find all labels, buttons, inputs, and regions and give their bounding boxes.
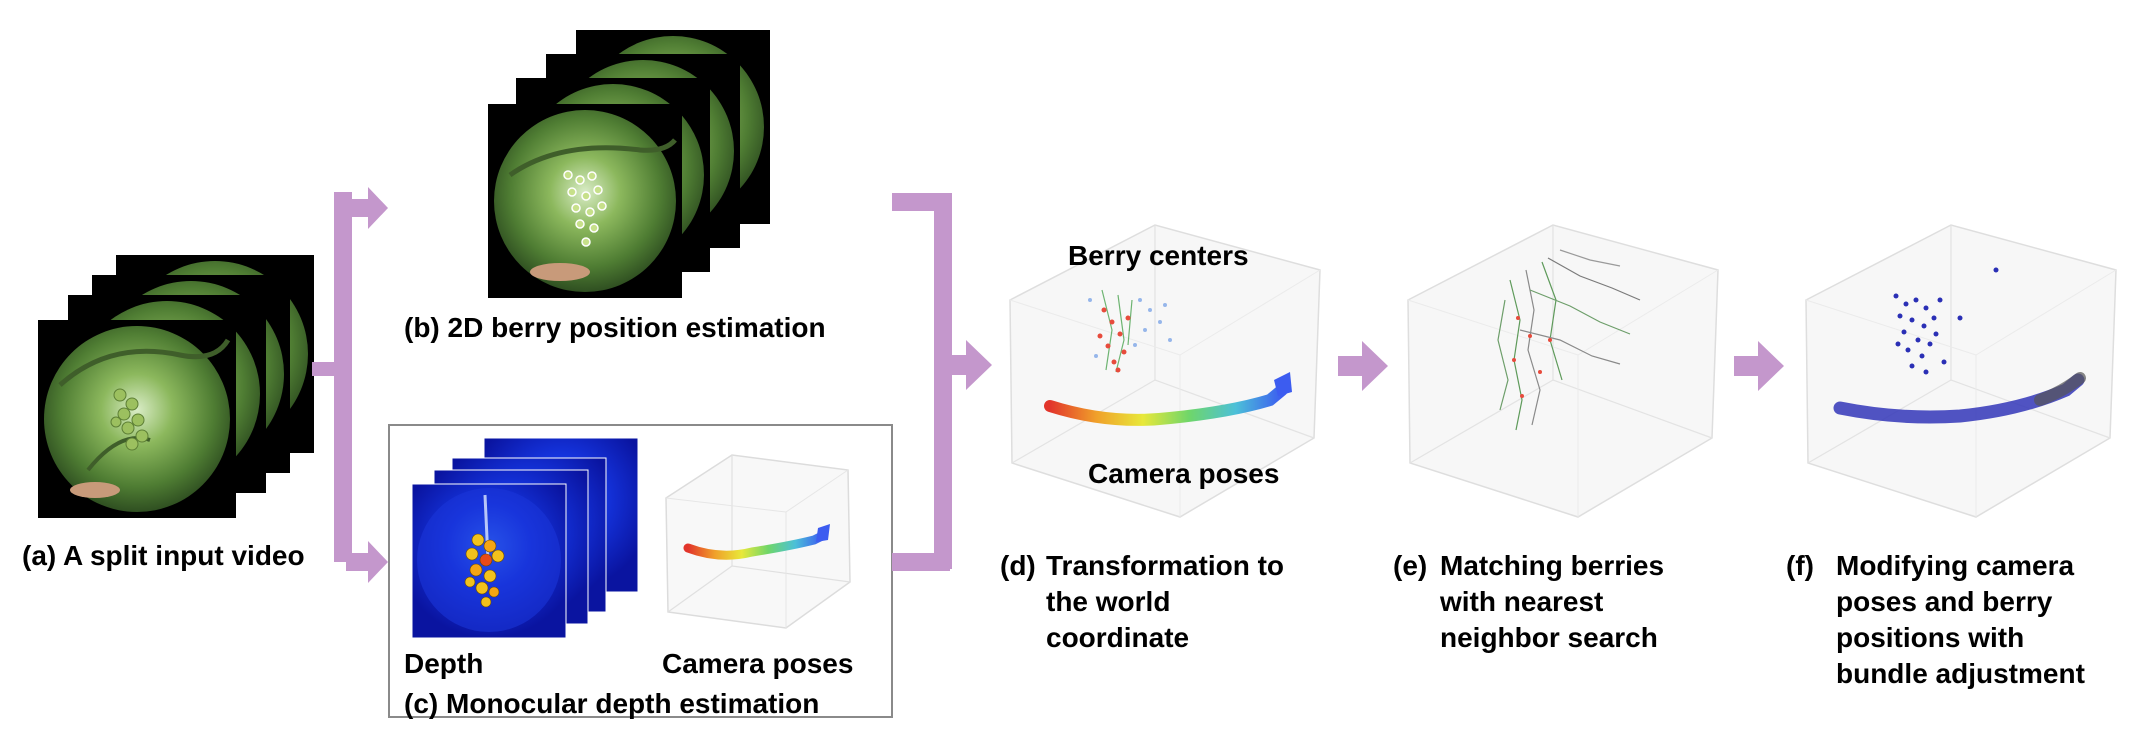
panel-c-tag: (c) <box>404 688 439 719</box>
panel-f-line-4: bundle adjustment <box>1836 658 2085 689</box>
arrow-e-to-f <box>1734 341 1784 391</box>
merge-arrow <box>892 193 992 571</box>
optimized-camera-trajectory <box>1833 372 2086 424</box>
panel-e-line-3: neighbor search <box>1440 622 1658 653</box>
matched-berry-tracks <box>1497 249 1641 431</box>
depth-map-1 <box>411 483 567 639</box>
camera-pose-cube-small <box>665 454 851 629</box>
panel-d-line-1: Transformation to <box>1046 550 1285 581</box>
panel-c-caption: (c) Monocular depth estimation <box>404 686 819 722</box>
panel-b-text: 2D berry position estimation <box>447 312 826 343</box>
panel-f-line-3: positions with <box>1836 622 2025 653</box>
input-video-stack <box>38 255 314 518</box>
panel-e-line-1: Matching berries <box>1440 550 1665 581</box>
bundle-adjustment-plot <box>1805 224 2117 518</box>
optimized-berry-points <box>1893 267 1999 375</box>
panel-d-tag: (d) <box>1000 550 1036 581</box>
panel-c-text: Monocular depth estimation <box>446 688 820 719</box>
panel-b-caption: (b) 2D berry position estimation <box>404 310 826 346</box>
nearest-neighbor-plot <box>1407 224 1719 518</box>
camera-poses-label: Camera poses <box>1088 458 1280 489</box>
berry-centers-points <box>1088 289 1172 373</box>
panel-e-line-2: with nearest <box>1440 586 1604 617</box>
panel-f-line-2: poses and berry <box>1836 586 2053 617</box>
panel-f-tag: (f) <box>1786 550 1814 581</box>
panel-d-line-2: the world <box>1046 586 1171 617</box>
world-coordinate-plot <box>1009 224 1321 518</box>
panel-a-caption: (a) A split input video <box>22 538 305 574</box>
panel-b-tag: (b) <box>404 312 440 343</box>
berry-centers-label: Berry centers <box>1068 240 1249 271</box>
panel-d-line-3: coordinate <box>1046 622 1190 653</box>
depth-label: Depth <box>404 648 484 679</box>
detection-frame-1 <box>488 104 682 298</box>
depth-map-stack <box>411 437 639 639</box>
panel-a-tag: (a) <box>22 540 57 571</box>
video-frame-1 <box>38 320 236 518</box>
camera-pose-trajectory <box>1044 372 1292 426</box>
berry-detection-stack <box>488 30 770 298</box>
arrow-d-to-e <box>1338 341 1388 391</box>
camera-poses-label-small: Camera poses <box>662 648 854 679</box>
panel-e-tag: (e) <box>1393 550 1428 581</box>
split-arrow <box>312 187 388 583</box>
panel-a-text: A split input video <box>62 540 305 571</box>
panel-f-line-1: Modifying camera <box>1836 550 2075 581</box>
